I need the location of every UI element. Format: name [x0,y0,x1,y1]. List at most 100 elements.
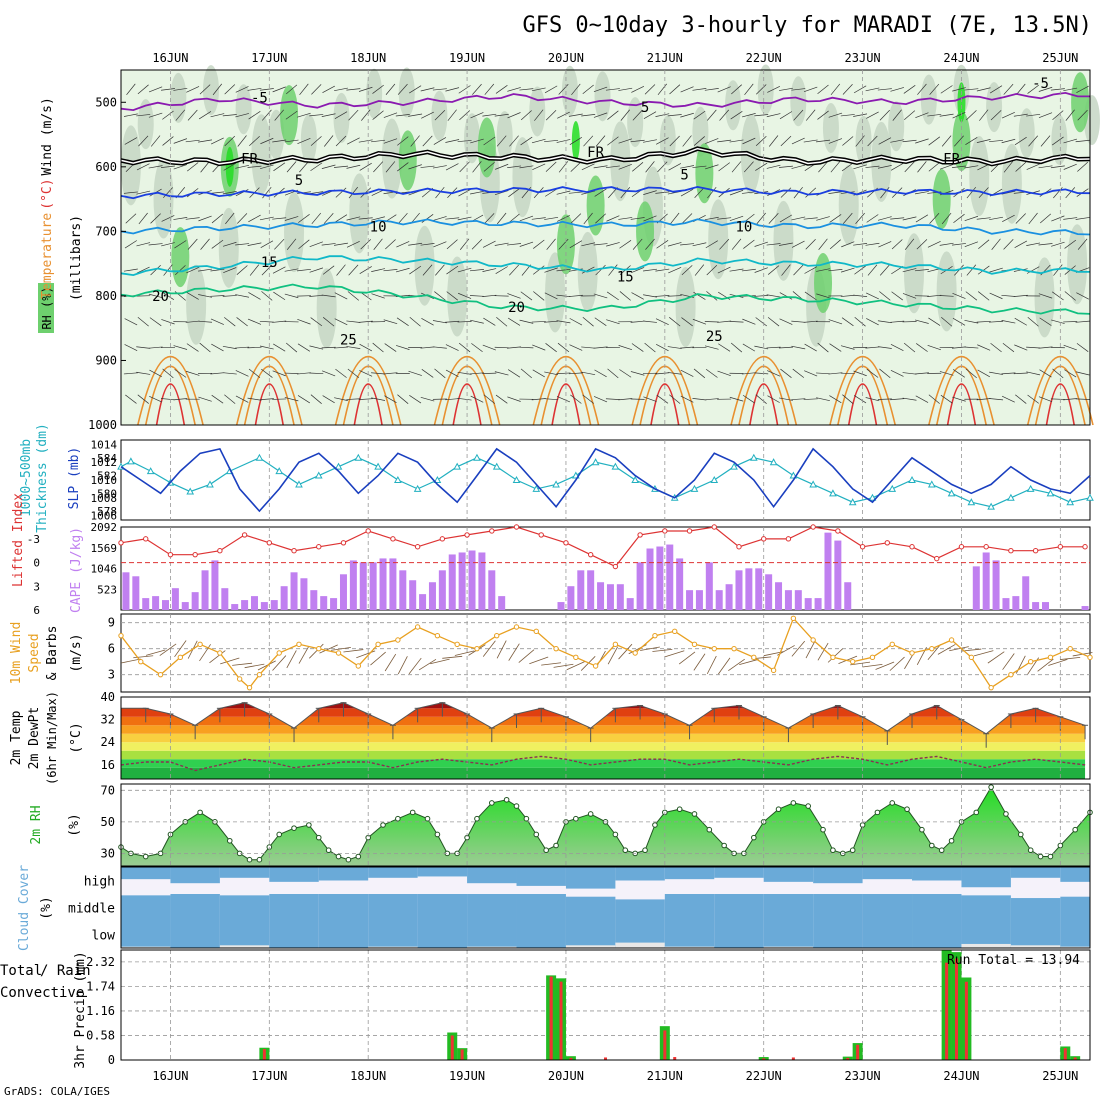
wind-barb [1063,138,1078,144]
isotherm-line [120,218,1091,236]
wind-barb [533,239,545,249]
wind-barb [347,368,360,378]
temp-wind-label-part: Wind (m/s) [40,97,55,175]
wind-barb [507,165,522,169]
temp-unit-label: (°C) [69,722,84,753]
wind-barb [605,165,620,169]
wind-speed-marker [138,658,144,665]
cape-bar [735,570,743,610]
wind-barb [829,214,842,223]
wind-barb [989,139,1004,143]
cape-tick-label: 1569 [91,542,118,555]
wind-barb [544,216,559,220]
precip-rain-bar [1073,1057,1077,1060]
isotherm-label: 10 [735,219,752,235]
wind-barb-10m [356,650,376,659]
wind-barb [200,238,210,250]
wind-barb [855,135,865,147]
wind-barb [1013,294,1028,297]
wind-barb [334,87,348,92]
wind-barb [1050,165,1065,169]
wind-barb [259,320,274,323]
wind-barb [828,112,843,118]
wind-barb [383,269,398,272]
rh-marker [805,803,811,809]
wind-barb [1026,266,1040,274]
wind-barb [803,86,818,93]
wind-barb [222,191,237,195]
wind-barb-10m [827,648,843,663]
wind-barb [754,267,768,273]
cape-bar [775,582,783,610]
wind-barb [361,109,371,121]
wind-barb [754,295,769,297]
wind-barb [630,371,645,376]
wind-barb [742,394,755,404]
rh-marker [523,815,530,822]
wind-barb [457,216,472,221]
wind-barb [1065,109,1075,121]
wind-barb [976,87,991,92]
temp-tick-label: 40 [101,690,115,704]
bottom-date-label: 24JUN [943,1069,979,1083]
wind-barb [1028,135,1039,147]
cloud-low-cell [516,921,566,948]
top-date-label: 17JUN [251,51,287,65]
isotherm-line [120,91,1090,112]
lifted-index-marker [489,528,495,534]
wind-barb-10m [937,644,956,655]
thickness-marker [374,462,382,470]
wind-barb [706,264,718,276]
temp-wind-label-part: Temperature [40,213,55,299]
wind-barb [446,265,459,275]
wind-barb [148,165,163,169]
wind-barb [582,84,594,95]
rh-blob [120,125,141,206]
wind-barb [569,240,583,249]
rh-blob [464,113,481,164]
temp-band [121,767,1086,779]
wind-barb [373,161,384,173]
wind-barb [1075,371,1090,376]
wind-barb [778,87,793,91]
thickness-marker [591,458,600,466]
wind-barb [741,372,756,375]
wind-speed-marker [731,645,737,652]
wind-barb [210,318,224,325]
cape-bar [814,598,822,610]
wind-barb [198,139,213,143]
wind-barb [952,292,966,299]
thickness-marker [1026,484,1035,492]
wind-barb [125,213,137,224]
wind-barb [162,136,174,146]
wind-barb [260,240,274,248]
wind-barb [346,346,361,350]
wind-barb [717,86,731,93]
wind-barb [185,139,200,143]
wind-barb-10m [618,643,633,660]
cape-bar [992,560,1000,610]
cloud-low-cell [763,921,814,948]
wind-barb-10m [384,653,397,672]
wind-barb [346,320,361,323]
wind-barb [680,346,695,349]
cloud-unit-label-line: (%) [39,896,54,919]
rh-marker [246,856,253,863]
wind-barb [766,113,781,118]
rh-blob [969,136,990,217]
cloud-unit-label: (%) [39,896,54,919]
wind-barb [161,319,175,325]
wind-barb [779,292,793,300]
wind-barb [568,294,583,297]
rh-tick-label: 30 [101,846,115,860]
temp-wind-label-part: (°C) [40,178,55,209]
wind-barb [977,344,991,351]
wind-barb [939,164,954,170]
wind-barb [346,164,361,169]
wind-barb [927,344,942,351]
cloud-high-cell [121,867,171,880]
wind-barb [939,242,954,246]
cape-bar [557,602,565,610]
wind-barb [296,268,311,272]
wind-barb [285,342,298,353]
